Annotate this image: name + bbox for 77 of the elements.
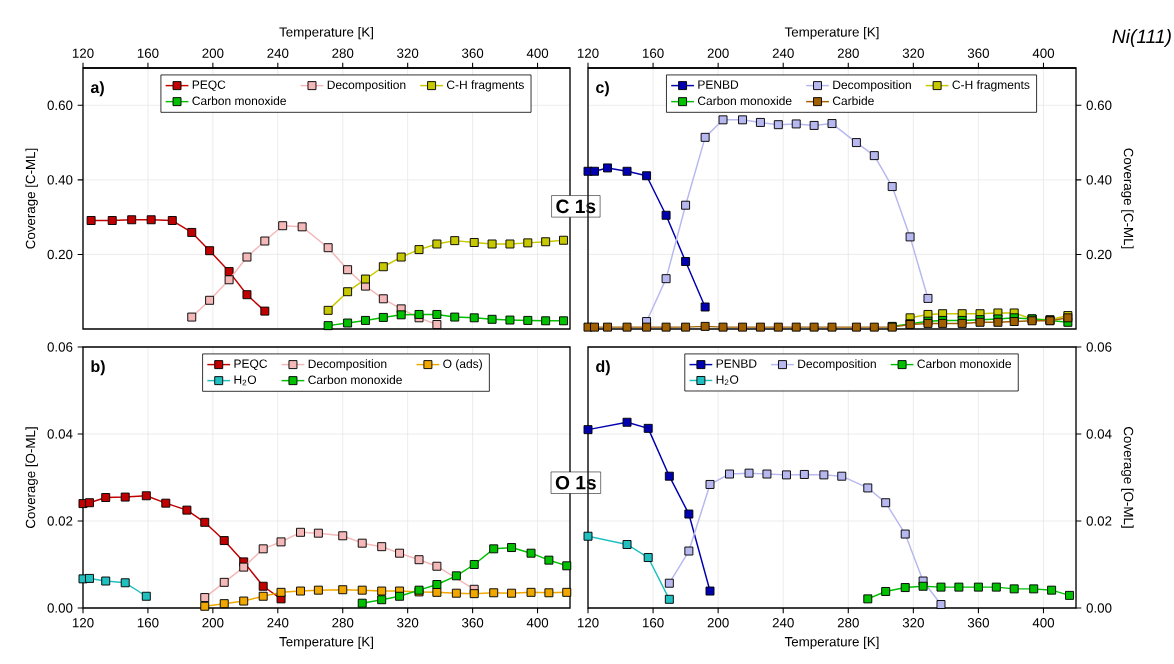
legend-label: C-H fragments [446,80,524,92]
legend-label: C-H fragments [952,80,1030,92]
x2-tick-label: 280 [332,48,354,58]
y-tick-label: 0.60 [47,100,73,110]
x-tick-label: 280 [837,618,859,628]
legend-label: PENBD [716,359,757,368]
x2-axis-title: Temperature [K] [279,26,373,40]
annotation: c) [596,81,609,97]
y2-tick-label: 0.60 [1086,100,1112,110]
y-tick-label: 0.02 [47,516,73,526]
y-tick-label: 0.04 [47,429,73,439]
legend-label: Decomposition [308,359,387,371]
x2-tick-label: 160 [137,48,159,58]
x-tick-label: 320 [902,618,924,628]
x-tick-label: 120 [72,618,94,628]
legend-label: Decomposition [833,80,911,92]
legend-label: Decomposition [327,80,406,92]
y-axis-title: Coverage [O-ML] [25,427,38,528]
annotation: d) [596,360,610,376]
x2-tick-label: 240 [267,48,289,58]
x-axis-title: Temperature [K] [279,636,373,650]
legend-label: Carbon monoxide [192,96,286,106]
y-tick-label: 0.06 [47,342,73,352]
x2-tick-label: 280 [837,48,859,58]
x-tick-label: 360 [461,618,484,628]
y-tick-label: 0.00 [47,603,73,613]
legend-label: H$_{2}$O [716,375,739,386]
x-axis-title: Temperature [K] [784,636,879,650]
legend-label: PEQC [234,359,268,371]
x2-tick-label: 320 [902,48,924,58]
x2-axis-title: Temperature [K] [784,26,879,40]
y2-axis-title: Coverage [C-ML] [1121,148,1134,249]
legend-label: Carbon monoxide [308,375,402,385]
x-tick-label: 200 [707,618,729,628]
x2-tick-label: 360 [461,48,484,58]
x2-tick-label: 200 [202,48,224,58]
y-tick-label: 0.20 [47,249,73,260]
x2-tick-label: 120 [577,48,599,58]
x-tick-label: 320 [397,618,419,628]
x2-tick-label: 400 [526,48,549,58]
y2-tick-label: 0.00 [1086,603,1112,613]
y2-tick-label: 0.02 [1086,516,1112,526]
legend-label: O (ads) [443,359,482,371]
x-tick-label: 160 [642,618,664,628]
x2-tick-label: 200 [707,48,729,58]
legend-label: H$_{2}$O [234,375,257,386]
x-tick-label: 160 [137,618,159,628]
x-tick-label: 200 [202,618,224,628]
x2-tick-label: 400 [1032,48,1055,58]
legend-label: Carbon monoxide [697,96,792,106]
x-tick-label: 360 [967,618,990,628]
x-tick-label: 280 [332,618,354,628]
x-tick-label: 400 [1032,618,1055,628]
y2-tick-label: 0.20 [1086,249,1112,260]
y2-tick-label: 0.04 [1086,429,1112,439]
x-tick-label: 400 [526,618,549,628]
x2-tick-label: 120 [72,48,94,58]
annotation: a) [90,81,104,97]
legend-label: PENBD [698,80,739,89]
text: Ni(111) [1112,29,1171,47]
annotation: b) [91,360,105,376]
legend-label: Carbide [832,96,874,106]
x2-tick-label: 360 [967,48,990,58]
x-tick-label: 240 [772,618,794,628]
x-tick-label: 240 [267,618,289,628]
x-tick-label: 120 [577,618,599,628]
x2-tick-label: 160 [642,48,664,58]
legend-label: PEQC [192,80,226,92]
legend-label: Decomposition [798,359,876,371]
legend-label: Carbon monoxide [917,359,1012,369]
y2-tick-label: 0.06 [1086,342,1112,352]
y-axis-title: Coverage [C-ML] [25,148,38,249]
y2-axis-title: Coverage [O-ML] [1121,427,1134,528]
y2-tick-label: 0.40 [1086,175,1112,185]
x2-tick-label: 320 [397,48,419,58]
y-tick-label: 0.40 [47,175,73,185]
x2-tick-label: 240 [772,48,794,58]
